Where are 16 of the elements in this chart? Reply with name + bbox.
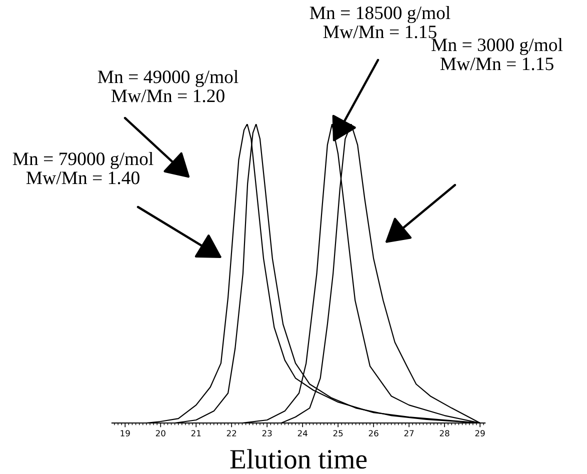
x-tick-label: 24 xyxy=(298,430,308,436)
x-tick-label: 20 xyxy=(156,430,166,436)
x-tick-label: 21 xyxy=(191,430,201,436)
x-tick-label: 25 xyxy=(333,430,343,436)
x-tick-label: 28 xyxy=(440,430,450,436)
text: Mn = 3000 g/mol Mw/Mn = 1.15 xyxy=(432,38,563,70)
x-tick-label: 27 xyxy=(404,430,414,436)
annotation: Mn = 79000 g/mol Mw/Mn = 1.40 xyxy=(12,152,154,184)
x-tick-label: 23 xyxy=(262,430,272,436)
x-tick-label: 22 xyxy=(226,430,236,436)
x-tick-label: 19 xyxy=(120,430,130,436)
text: Mn = 18500 g/mol Mw/Mn = 1.15 xyxy=(310,6,450,38)
x-tick-label: 26 xyxy=(368,430,378,436)
x-tick-label: 29 xyxy=(475,430,485,436)
x-axis-title: Elution time xyxy=(230,449,367,469)
text: Mn = 49000 g/mol Mw/Mn = 1.20 xyxy=(98,70,238,102)
